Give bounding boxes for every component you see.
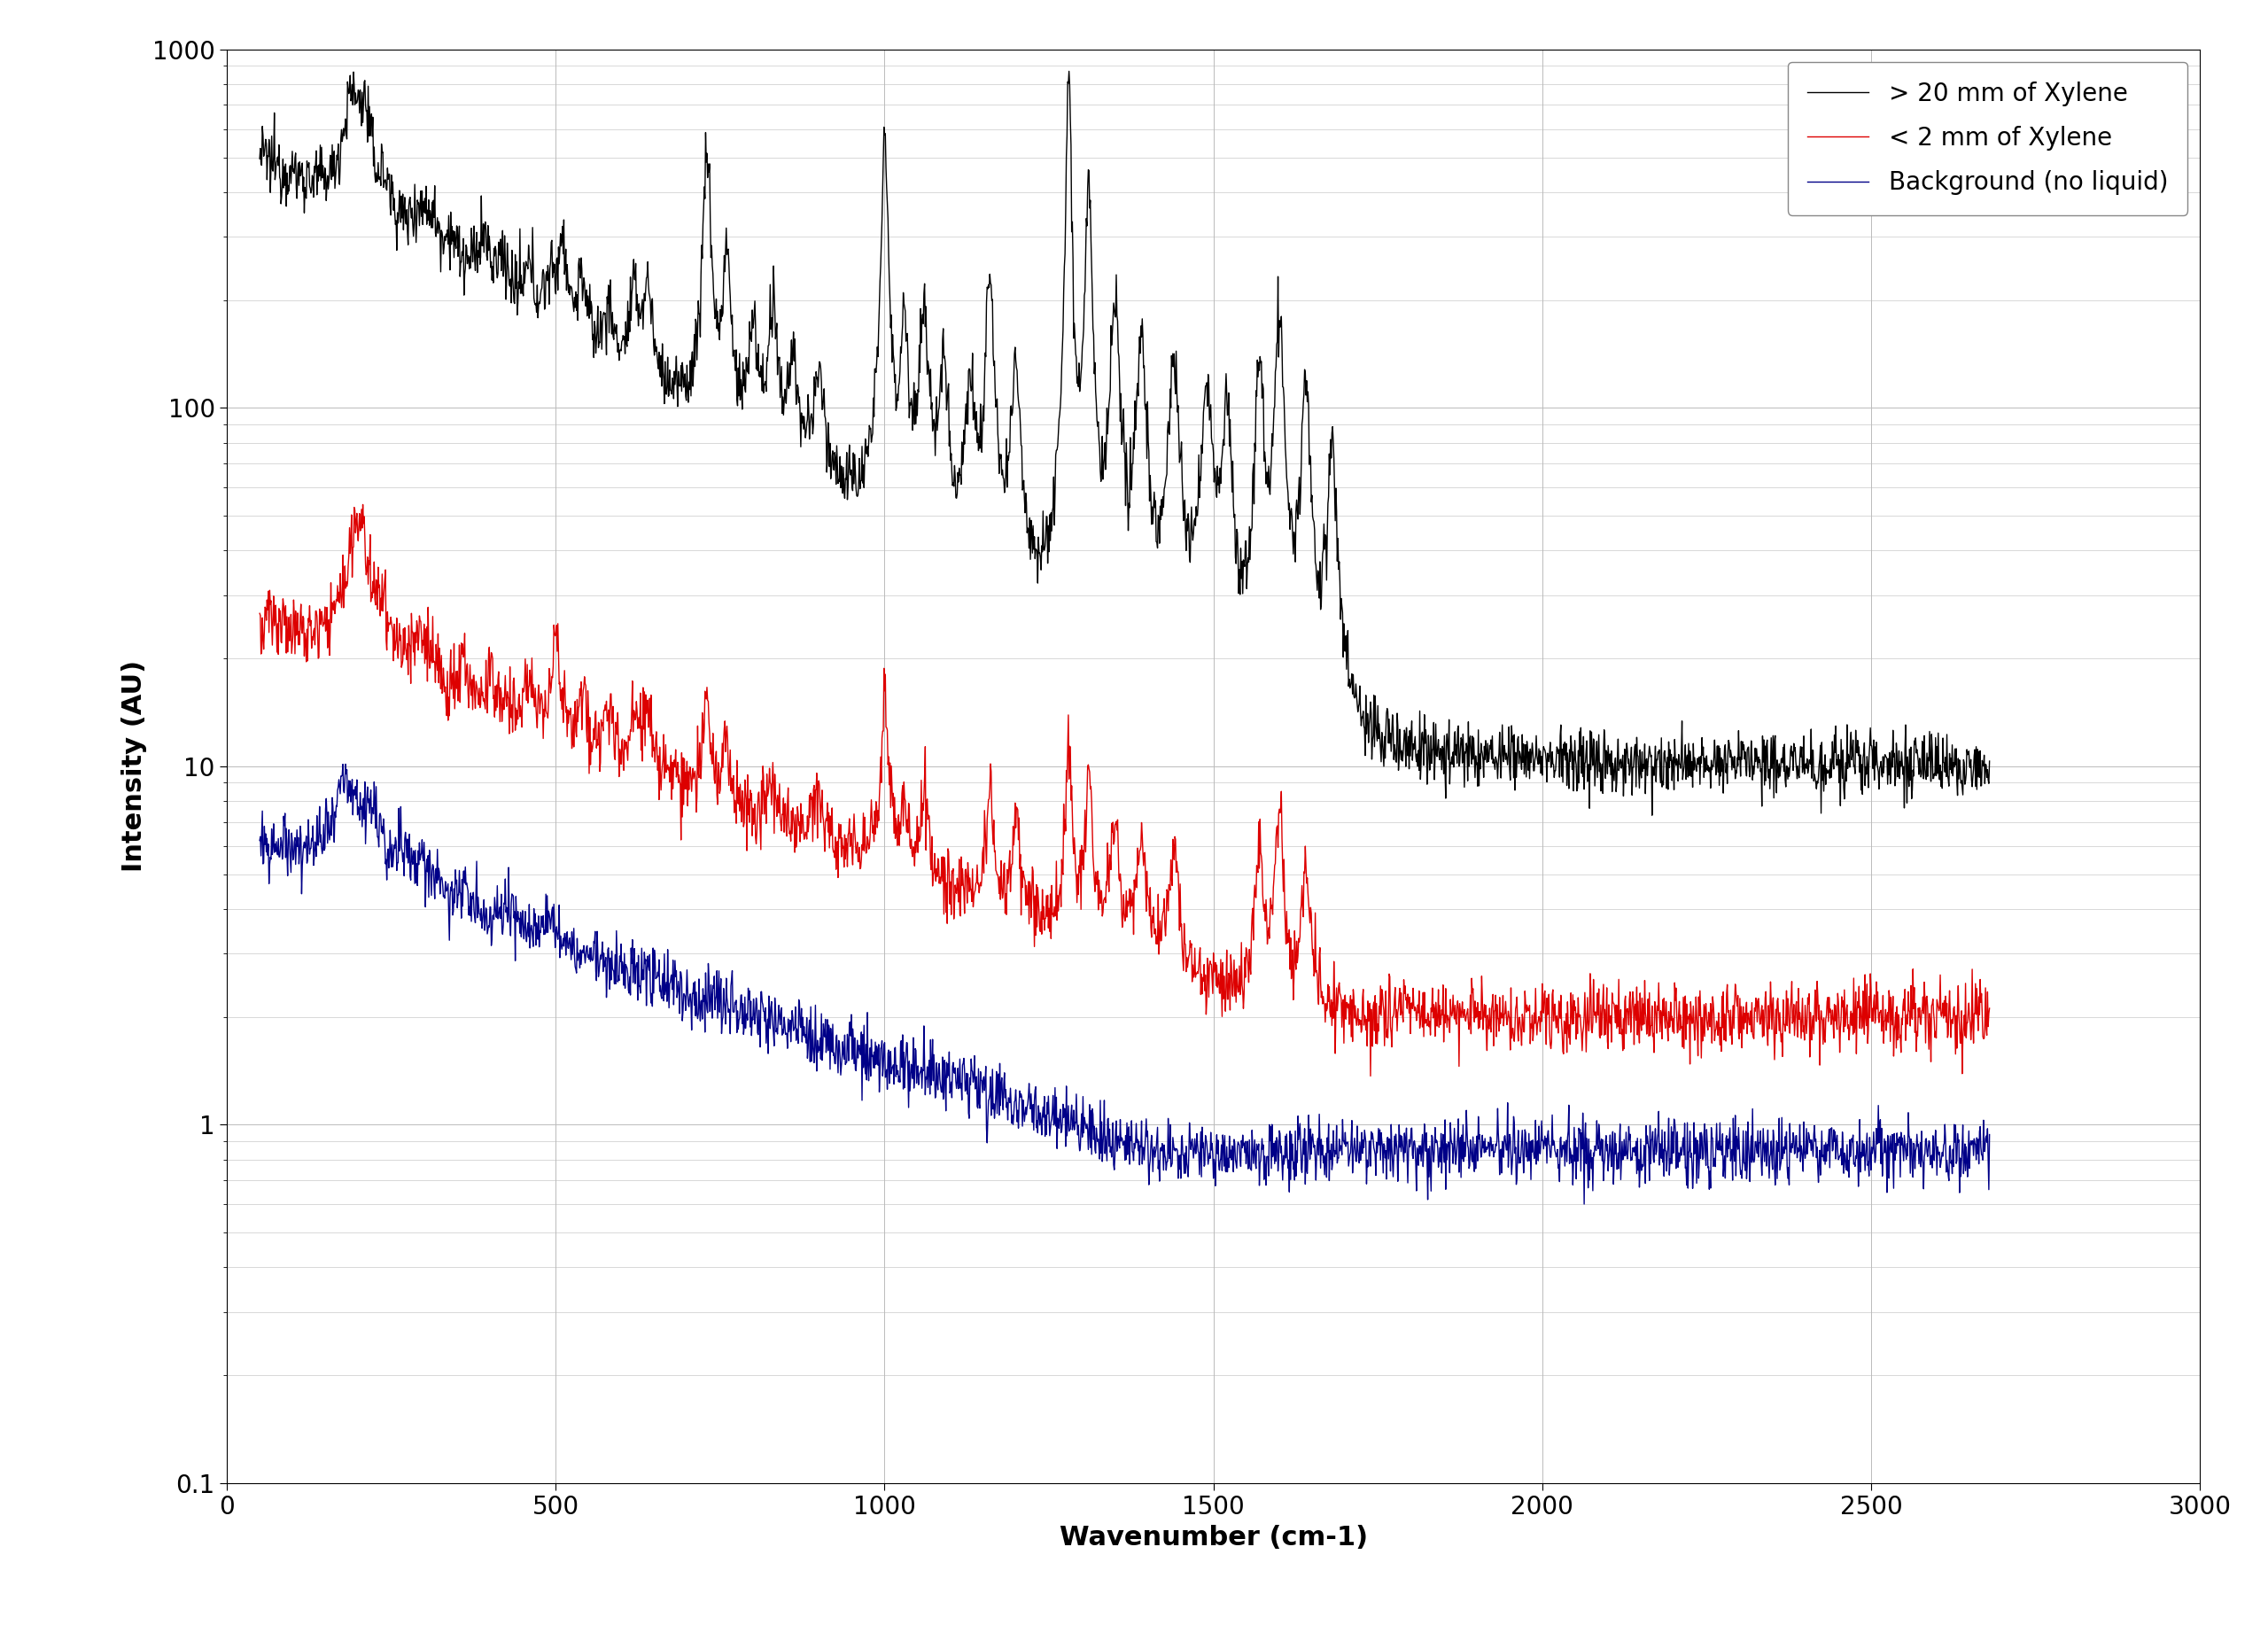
Legend: > 20 mm of Xylene, < 2 mm of Xylene, Background (no liquid): > 20 mm of Xylene, < 2 mm of Xylene, Bac… — [1787, 61, 2189, 214]
> 20 mm of Xylene — [1628, 742, 1656, 761]
< 2 mm of Xylene — [483, 697, 510, 717]
Background (no liquid) — [1569, 1195, 1597, 1215]
> 20 mm of Xylene — [1055, 61, 1082, 81]
> 20 mm of Xylene — [483, 262, 510, 282]
Background (no liquid) — [631, 959, 658, 979]
> 20 mm of Xylene — [628, 290, 655, 310]
Background (no liquid) — [245, 831, 274, 850]
< 2 mm of Xylene — [349, 494, 376, 514]
Background (no liquid) — [345, 804, 372, 824]
< 2 mm of Xylene — [1975, 999, 2003, 1018]
Line: < 2 mm of Xylene: < 2 mm of Xylene — [259, 504, 1989, 1076]
Y-axis label: Intensity (AU): Intensity (AU) — [122, 661, 147, 872]
X-axis label: Wavenumber (cm-1): Wavenumber (cm-1) — [1059, 1524, 1368, 1551]
> 20 mm of Xylene — [1592, 768, 1619, 788]
Line: > 20 mm of Xylene: > 20 mm of Xylene — [259, 71, 1989, 816]
> 20 mm of Xylene — [245, 148, 274, 168]
< 2 mm of Xylene — [1356, 1066, 1383, 1086]
< 2 mm of Xylene — [631, 677, 658, 697]
Background (no liquid) — [1383, 1140, 1411, 1160]
> 20 mm of Xylene — [342, 92, 370, 112]
Line: Background (no liquid): Background (no liquid) — [259, 765, 1989, 1205]
Background (no liquid) — [1975, 1124, 2003, 1144]
< 2 mm of Xylene — [1592, 1007, 1619, 1027]
< 2 mm of Xylene — [1383, 1002, 1411, 1022]
< 2 mm of Xylene — [245, 603, 274, 623]
> 20 mm of Xylene — [1637, 806, 1665, 826]
> 20 mm of Xylene — [1975, 751, 2003, 771]
Background (no liquid) — [1628, 1157, 1656, 1177]
< 2 mm of Xylene — [1628, 1015, 1656, 1035]
Background (no liquid) — [331, 755, 358, 775]
Background (no liquid) — [1592, 1126, 1619, 1145]
< 2 mm of Xylene — [342, 504, 370, 524]
> 20 mm of Xylene — [1383, 704, 1411, 723]
Background (no liquid) — [483, 875, 510, 895]
